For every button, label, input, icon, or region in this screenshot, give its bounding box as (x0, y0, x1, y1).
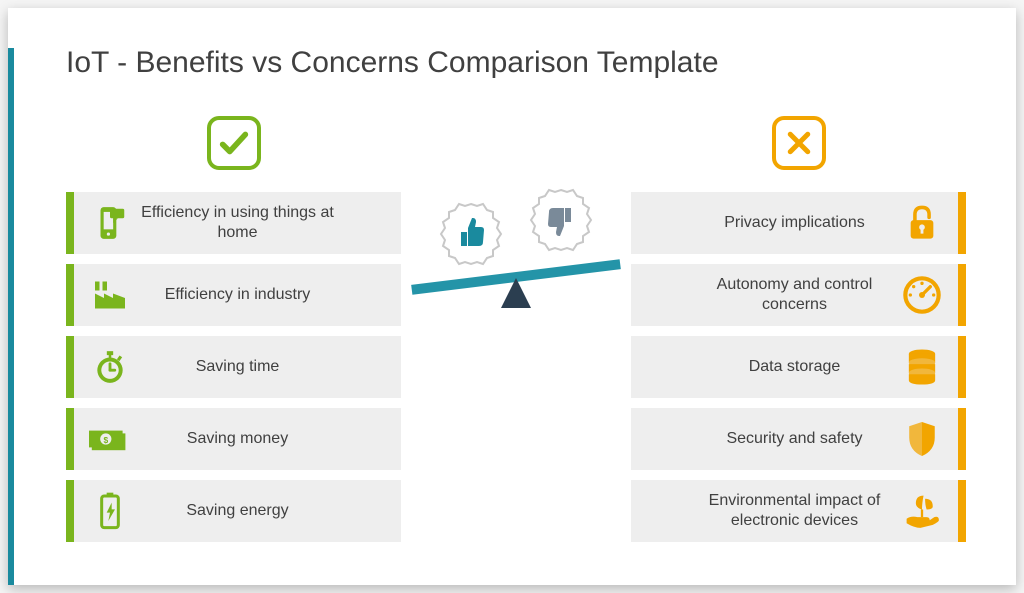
cross-icon (784, 128, 814, 158)
concern-body: Security and safety (631, 408, 958, 470)
benefit-label: Saving time (132, 357, 343, 377)
thumb-up-badge (437, 200, 505, 268)
stopwatch-icon (88, 348, 132, 386)
concern-label: Data storage (689, 357, 900, 377)
concern-accent-bar (958, 264, 966, 326)
benefit-accent-bar (66, 336, 74, 398)
concern-row: Environmental impact of electronic devic… (631, 480, 966, 542)
benefit-accent-bar (66, 192, 74, 254)
benefit-accent-bar (66, 480, 74, 542)
benefits-badge-wrap (66, 116, 401, 170)
benefits-badge (207, 116, 261, 170)
concern-row: Autonomy and control concerns (631, 264, 966, 326)
concern-accent-bar (958, 480, 966, 542)
benefit-row: Saving time (66, 336, 401, 398)
concern-label: Autonomy and control concerns (689, 275, 900, 315)
benefit-row: Efficiency in using things at home (66, 192, 401, 254)
concern-label: Security and safety (689, 429, 900, 449)
thumb-down-badge (527, 186, 595, 254)
shield-icon (900, 419, 944, 459)
benefit-body: $ Saving money (74, 408, 401, 470)
concern-label: Environmental impact of electronic devic… (689, 491, 900, 531)
svg-text:$: $ (103, 435, 108, 445)
benefit-body: Saving time (74, 336, 401, 398)
scale-graphic (411, 116, 621, 336)
money-icon: $ (88, 422, 132, 456)
concern-body: Environmental impact of electronic devic… (631, 480, 958, 542)
benefit-body: Saving energy (74, 480, 401, 542)
concern-label: Privacy implications (689, 213, 900, 233)
benefit-body: Efficiency in industry (74, 264, 401, 326)
check-icon (217, 126, 251, 160)
scale-fulcrum (501, 278, 531, 308)
concern-row: Data storage (631, 336, 966, 398)
factory-icon (88, 277, 132, 313)
concern-body: Privacy implications (631, 192, 958, 254)
benefit-row: Efficiency in industry (66, 264, 401, 326)
benefit-accent-bar (66, 408, 74, 470)
benefit-label: Efficiency in industry (132, 285, 343, 305)
concern-accent-bar (958, 336, 966, 398)
concern-row: Security and safety (631, 408, 966, 470)
concern-accent-bar (958, 408, 966, 470)
concern-body: Autonomy and control concerns (631, 264, 958, 326)
benefit-label: Saving money (132, 429, 343, 449)
concerns-badge-wrap (631, 116, 966, 170)
battery-icon (88, 491, 132, 531)
database-icon (900, 348, 944, 386)
benefit-row: Saving energy (66, 480, 401, 542)
page-title: IoT - Benefits vs Concerns Comparison Te… (66, 46, 964, 80)
benefit-label: Saving energy (132, 501, 343, 521)
benefit-body: Efficiency in using things at home (74, 192, 401, 254)
comparison-layout: Efficiency in using things at home Effic… (66, 116, 964, 556)
benefits-column: Efficiency in using things at home Effic… (66, 116, 401, 552)
concern-accent-bar (958, 192, 966, 254)
phone-chat-icon (88, 204, 132, 242)
gauge-icon (900, 275, 944, 315)
lock-icon (900, 204, 944, 242)
scale-wrap (411, 176, 621, 336)
benefit-accent-bar (66, 264, 74, 326)
concern-body: Data storage (631, 336, 958, 398)
concerns-badge (772, 116, 826, 170)
concern-row: Privacy implications (631, 192, 966, 254)
benefit-label: Efficiency in using things at home (132, 203, 343, 243)
benefit-row: $ Saving money (66, 408, 401, 470)
slide: IoT - Benefits vs Concerns Comparison Te… (8, 8, 1016, 585)
eco-hand-icon (900, 491, 944, 531)
concerns-column: Privacy implications Autonomy and contro… (631, 116, 966, 552)
